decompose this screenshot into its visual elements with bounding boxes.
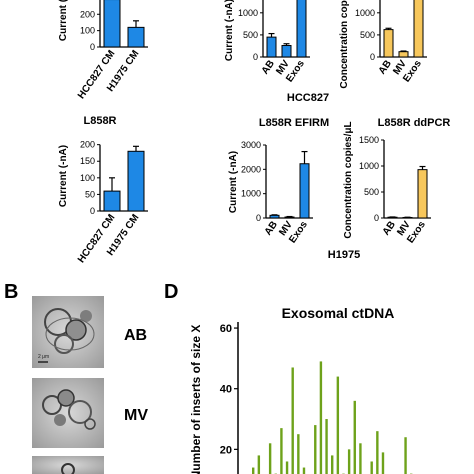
exosomal-bar	[302, 467, 306, 474]
ddpcr-title: L858R ddPCR	[378, 117, 451, 129]
hcc827_efirm-category-label: AB	[260, 58, 277, 76]
left_bottom-y-tick-label: 0	[90, 206, 95, 216]
left_top-bar	[127, 26, 145, 48]
h1975_ddpcr-y-tick-label: 1000	[359, 161, 379, 171]
exosomal-bar	[331, 455, 334, 474]
h1975_efirm-y-tick-label: 0	[256, 213, 261, 223]
exosomal-bar	[376, 431, 379, 474]
left_bottom-y-tick-label: 100	[80, 173, 95, 183]
exosomal-y-axis-label: Number of inserts of size X	[189, 325, 203, 474]
left_top-y-tick-label: 100	[80, 26, 95, 36]
exosomal-bar	[353, 400, 356, 474]
hcc827_efirm-bar	[266, 36, 277, 58]
left_bottom-y-axis-label: Current (-nA)	[58, 145, 69, 207]
exosomal-y-tick-label: 20	[220, 444, 232, 456]
left_bottom-y-tick-label: 150	[80, 156, 95, 166]
hcc827_ddpcr-bar	[398, 51, 409, 58]
hcc827_efirm-y-tick-label: 500	[243, 30, 258, 40]
exosomal-title: Exosomal ctDNA	[282, 305, 395, 321]
hcc827_efirm-y-tick-label: 1000	[238, 8, 258, 18]
hcc827_ddpcr-y-tick-label: 0	[370, 52, 375, 62]
h1975-label: H1975	[328, 249, 360, 261]
exosomal-bar	[336, 376, 340, 474]
left_bottom-bar	[127, 150, 145, 212]
exosomal-bar	[347, 449, 351, 474]
exosomal-bar	[268, 443, 272, 474]
exosomal-y-tick-label: 60	[220, 323, 232, 335]
exosomal-bar	[359, 443, 362, 474]
h1975_efirm-y-tick-label: 3000	[241, 140, 261, 150]
left_top-y-tick-label: 0	[90, 42, 95, 52]
exosomal-bar	[381, 452, 385, 474]
h1975_efirm-y-tick-label: 1000	[241, 189, 261, 199]
hcc827_ddpcr-y-tick-label: 500	[360, 30, 375, 40]
left_top-y-tick-label: 200	[80, 9, 95, 19]
left_top-category-label: HCC827 CM	[76, 48, 118, 101]
panel-label-d: D	[164, 281, 178, 303]
exosomal-bar	[297, 434, 300, 474]
h1975_ddpcr-y-tick-label: 1500	[359, 135, 379, 145]
h1975_ddpcr-y-axis-label: Concentration copies/μL	[343, 121, 354, 238]
exosomal-bar	[319, 361, 323, 474]
h1975_efirm-bar	[284, 216, 295, 219]
h1975_ddpcr-y-tick-label: 0	[374, 213, 379, 223]
h1975_ddpcr-bar	[417, 169, 428, 219]
exosomal-bar	[252, 467, 255, 474]
efirm-title: L858R EFIRM	[259, 117, 329, 129]
hcc827_efirm-y-axis-label: Current (-nA)	[224, 0, 235, 61]
exosomal-bar	[257, 455, 261, 474]
hcc827_ddpcr-y-axis-label: Concentration copies/μL	[339, 0, 350, 89]
hcc827_ddpcr-category-label: AB	[377, 58, 394, 76]
exosomal-bar	[314, 425, 317, 474]
tem-image-exos-partial	[32, 456, 104, 474]
h1975_efirm-category-label: AB	[263, 219, 280, 237]
left_bottom-category-label: HCC827 CM	[76, 212, 118, 265]
left_top-bar	[103, 0, 121, 48]
hcc827_efirm-bar	[281, 45, 292, 58]
hcc827_efirm-y-tick-label: 0	[253, 52, 258, 62]
left-bottom-title: L858R	[83, 115, 116, 127]
exosomal-bar	[325, 419, 328, 474]
h1975_ddpcr-y-tick-label: 500	[364, 187, 379, 197]
h1975_ddpcr-category-label: AB	[381, 219, 398, 237]
exosomal-bar	[280, 428, 283, 474]
exosomal-bar	[285, 461, 289, 474]
tem-label-mv: MV	[124, 407, 148, 424]
tem-scale-text: 2 μm	[38, 354, 49, 360]
exosomal-y-tick-label: 40	[220, 384, 232, 396]
tem-label-ab: AB	[124, 327, 147, 344]
h1975_efirm-y-tick-label: 2000	[241, 164, 261, 174]
panel-label-b: B	[4, 281, 18, 303]
left_top-y-axis-label: Current (-nA)	[58, 0, 69, 41]
exosomal-bar	[291, 367, 294, 474]
hcc827_efirm-bar	[296, 0, 307, 58]
left_bottom-bar	[103, 190, 121, 212]
exosomal-bar	[404, 437, 407, 474]
h1975_efirm-y-axis-label: Current (-nA)	[228, 151, 239, 213]
exosomal-bar	[370, 461, 373, 474]
left_bottom-y-tick-label: 50	[85, 189, 95, 199]
left_bottom-y-tick-label: 200	[80, 140, 95, 150]
hcc827_ddpcr-y-tick-label: 1000	[355, 8, 375, 18]
h1975_efirm-bar	[269, 214, 280, 219]
tem-image-mv	[32, 378, 104, 448]
h1975_efirm-bar	[299, 163, 310, 219]
tem-image-ab: 2 μm	[32, 296, 104, 368]
hcc827-label: HCC827	[287, 92, 329, 104]
hcc827_ddpcr-bar	[383, 29, 394, 58]
hcc827_ddpcr-bar	[413, 0, 424, 58]
